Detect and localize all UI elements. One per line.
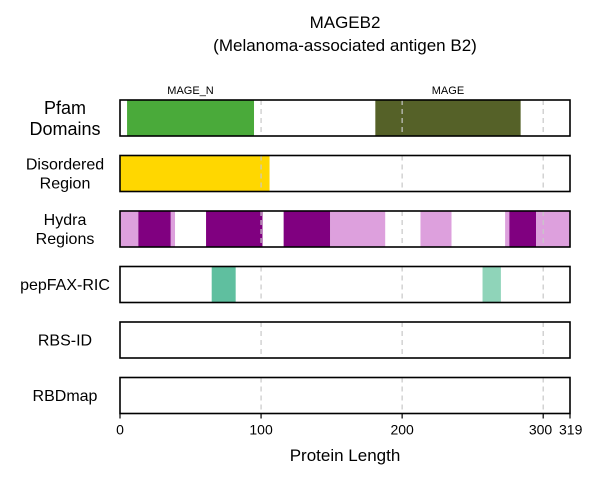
track-border-pepfax [119,265,571,304]
track-pepfax: pepFAX-RIC [20,265,571,304]
track-label-pfam: Pfam Domains [29,98,100,139]
x-tick-label-4: 319 [559,422,583,438]
segment-pepfax-0 [211,266,236,303]
track-border-pfam [119,99,571,137]
segment-hydra-6 [420,211,452,247]
segment-hydra-5 [330,211,386,247]
segment-pepfax-1 [482,266,501,303]
track-label-pepfax: pepFAX-RIC [20,277,110,294]
segment-hydra-8 [509,211,537,247]
x-tick-label-1: 100 [249,422,273,438]
segment-hydra-0 [120,211,139,247]
x-axis-label: Protein Length [290,446,401,465]
segment-pfam-0 [127,100,255,136]
track-border-rbdmap [119,376,571,415]
track-label-hydra: Hydra Regions [36,212,95,248]
x-tick-label-0: 0 [116,422,124,438]
x-tick-label-2: 200 [390,422,414,438]
track-disordered: Disordered Region [26,154,571,193]
track-border-rbsid [119,321,571,359]
chart-title: MAGEB2 [310,13,381,32]
chart-subtitle: (Melanoma-associated antigen B2) [213,36,477,55]
track-label-disordered: Disordered Region [26,157,104,193]
x-axis: 0 100 200 300 319 [116,413,583,438]
track-hydra: Hydra Regions [36,210,571,248]
domain-label-0: MAGE_N [167,85,214,97]
segment-disordered-0 [120,155,270,192]
segment-hydra-9 [536,211,570,247]
segment-hydra-2 [170,211,176,247]
track-rbsid: RBS-ID [38,321,571,359]
segment-hydra-3 [206,211,263,247]
track-rbdmap: RBDmap [33,376,571,415]
x-tick-label-3: 300 [529,422,553,438]
track-label-rbdmap: RBDmap [33,388,98,405]
segment-hydra-4 [283,211,331,247]
track-pfam: MAGE_N MAGE Pfam Domains [29,85,571,139]
segment-pfam-1 [375,100,521,136]
tracks-layer: MAGE_N MAGE Pfam Domains Disordered Region Hyd… [20,85,571,415]
segment-hydra-1 [138,211,171,247]
track-border-hydra [119,210,571,248]
track-border-disordered [119,154,571,193]
segment-hydra-7 [505,211,510,247]
domain-label-1: MAGE [432,85,464,97]
track-label-rbsid: RBS-ID [38,333,92,350]
